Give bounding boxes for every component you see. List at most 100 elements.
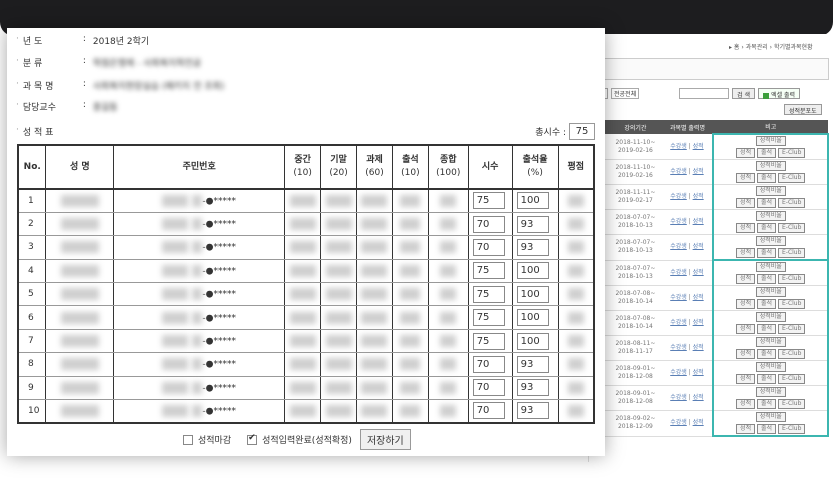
hours-input[interactable]: 75 bbox=[472, 262, 505, 280]
grades-link[interactable]: 성적 bbox=[692, 294, 704, 301]
grade-ratio-button[interactable]: 성적비율 bbox=[755, 287, 786, 297]
complete-checkbox[interactable] bbox=[247, 433, 258, 445]
grades-link[interactable]: 성적 bbox=[692, 394, 704, 401]
students-link[interactable]: 수강생 bbox=[670, 344, 687, 351]
grade-button[interactable]: 성적 bbox=[736, 248, 756, 258]
grades-link[interactable]: 성적 bbox=[692, 168, 704, 175]
attendance-button[interactable]: 출석 bbox=[757, 223, 777, 233]
grade-ratio-button[interactable]: 성적비율 bbox=[755, 362, 786, 372]
rate-input[interactable]: 93 bbox=[516, 379, 549, 397]
eclub-button[interactable]: E-Club bbox=[777, 173, 806, 183]
grade-ratio-button[interactable]: 성적비율 bbox=[755, 412, 786, 422]
grade-button[interactable]: 성적 bbox=[736, 274, 756, 284]
grade-ratio-button[interactable]: 성적비율 bbox=[755, 387, 786, 397]
students-link[interactable]: 수강생 bbox=[670, 218, 687, 225]
students-link[interactable]: 수강생 bbox=[670, 168, 687, 175]
grades-link[interactable]: 성적 bbox=[692, 218, 704, 225]
eclub-button[interactable]: E-Club bbox=[777, 148, 806, 158]
search-input[interactable] bbox=[679, 88, 730, 99]
grade-ratio-button[interactable]: 성적비율 bbox=[755, 136, 786, 146]
grade-ratio-button[interactable]: 성적비율 bbox=[755, 186, 786, 196]
attendance-button[interactable]: 출석 bbox=[757, 173, 777, 183]
excel-button[interactable]: 엑셀 출력 bbox=[758, 88, 801, 99]
grade-ratio-button[interactable]: 성적비율 bbox=[755, 262, 786, 272]
eclub-button[interactable]: E-Club bbox=[777, 274, 806, 284]
grade-ratio-button[interactable]: 성적비율 bbox=[755, 312, 786, 322]
rate-input[interactable]: 100 bbox=[516, 192, 549, 210]
grades-link[interactable]: 성적 bbox=[692, 419, 704, 427]
grade-button[interactable]: 성적 bbox=[736, 324, 756, 334]
eclub-button[interactable]: E-Club bbox=[777, 198, 806, 208]
attendance-button[interactable]: 출석 bbox=[757, 198, 777, 208]
eclub-button[interactable]: E-Club bbox=[777, 349, 806, 359]
hours-input[interactable]: 70 bbox=[472, 355, 505, 373]
attendance-button[interactable]: 출석 bbox=[757, 424, 777, 434]
students-link[interactable]: 수강생 bbox=[670, 268, 687, 276]
major-select[interactable]: 전공전체 bbox=[611, 88, 640, 99]
grade-button[interactable]: 성적 bbox=[736, 173, 756, 183]
grade-ratio-button[interactable]: 성적비율 bbox=[755, 161, 786, 171]
students-link[interactable]: 수강생 bbox=[670, 394, 687, 401]
students-link[interactable]: 수강생 bbox=[670, 419, 687, 427]
grades-link[interactable]: 성적 bbox=[692, 268, 704, 276]
attendance-button[interactable]: 출석 bbox=[757, 148, 777, 158]
eclub-button[interactable]: E-Club bbox=[777, 223, 806, 233]
rate-input[interactable]: 100 bbox=[516, 262, 549, 280]
grades-link[interactable]: 성적 bbox=[692, 344, 704, 351]
rate-input[interactable]: 93 bbox=[516, 215, 549, 233]
rate-input[interactable]: 93 bbox=[516, 402, 549, 420]
attendance-button[interactable]: 출석 bbox=[757, 274, 777, 284]
hours-input[interactable]: 75 bbox=[472, 192, 505, 210]
grade-button[interactable]: 성적 bbox=[736, 148, 756, 158]
grade-button[interactable]: 성적 bbox=[736, 424, 756, 434]
eclub-button[interactable]: E-Club bbox=[777, 299, 806, 309]
rate-input[interactable]: 93 bbox=[516, 238, 549, 256]
attendance-button[interactable]: 출석 bbox=[757, 299, 777, 309]
rate-input[interactable]: 100 bbox=[516, 309, 549, 327]
grade-ratio-button[interactable]: 성적비율 bbox=[755, 211, 786, 221]
grade-ratio-button[interactable]: 성적비율 bbox=[755, 236, 786, 246]
eclub-button[interactable]: E-Club bbox=[777, 248, 806, 258]
students-link[interactable]: 수강생 bbox=[670, 294, 687, 301]
eclub-button[interactable]: E-Club bbox=[777, 324, 806, 334]
hours-input[interactable]: 70 bbox=[472, 215, 505, 233]
grades-link[interactable]: 성적 bbox=[692, 369, 704, 376]
grade-button[interactable]: 성적 bbox=[736, 223, 756, 233]
attendance-button[interactable]: 출석 bbox=[757, 349, 777, 359]
hours-input[interactable]: 75 bbox=[472, 309, 505, 327]
eclub-button[interactable]: E-Club bbox=[777, 399, 806, 409]
grades-link[interactable]: 성적 bbox=[692, 142, 704, 150]
total-hours-input[interactable]: 75 bbox=[569, 123, 595, 140]
hours-input[interactable]: 75 bbox=[472, 285, 505, 303]
rate-input[interactable]: 93 bbox=[516, 355, 549, 373]
students-link[interactable]: 수강생 bbox=[670, 369, 687, 376]
eclub-button[interactable]: E-Club bbox=[777, 424, 806, 434]
grades-link[interactable]: 성적 bbox=[692, 193, 704, 200]
attendance-button[interactable]: 출석 bbox=[757, 248, 777, 258]
hours-input[interactable]: 70 bbox=[472, 238, 505, 256]
attendance-button[interactable]: 출석 bbox=[757, 324, 777, 334]
hours-input[interactable]: 75 bbox=[472, 332, 505, 350]
grade-button[interactable]: 성적 bbox=[736, 374, 756, 384]
hours-input[interactable]: 70 bbox=[472, 379, 505, 397]
students-link[interactable]: 수강생 bbox=[670, 142, 687, 150]
hours-input[interactable]: 70 bbox=[472, 402, 505, 420]
grade-button[interactable]: 성적 bbox=[736, 198, 756, 208]
close-checkbox[interactable] bbox=[183, 434, 193, 445]
grade-distribution-button[interactable]: 성적분포도 bbox=[784, 104, 822, 115]
attendance-button[interactable]: 출석 bbox=[757, 399, 777, 409]
attendance-button[interactable]: 출석 bbox=[757, 374, 777, 384]
grade-button[interactable]: 성적 bbox=[736, 399, 756, 409]
rate-input[interactable]: 100 bbox=[516, 332, 549, 350]
grade-ratio-button[interactable]: 성적비율 bbox=[755, 337, 786, 347]
grades-link[interactable]: 성적 bbox=[692, 243, 704, 251]
grades-link[interactable]: 성적 bbox=[692, 319, 704, 326]
grade-button[interactable]: 성적 bbox=[736, 299, 756, 309]
students-link[interactable]: 수강생 bbox=[670, 193, 687, 200]
eclub-button[interactable]: E-Club bbox=[777, 374, 806, 384]
search-button[interactable]: 검 색 bbox=[732, 88, 756, 99]
grade-button[interactable]: 성적 bbox=[736, 349, 756, 359]
students-link[interactable]: 수강생 bbox=[670, 319, 687, 326]
students-link[interactable]: 수강생 bbox=[670, 243, 687, 251]
rate-input[interactable]: 100 bbox=[516, 285, 549, 303]
